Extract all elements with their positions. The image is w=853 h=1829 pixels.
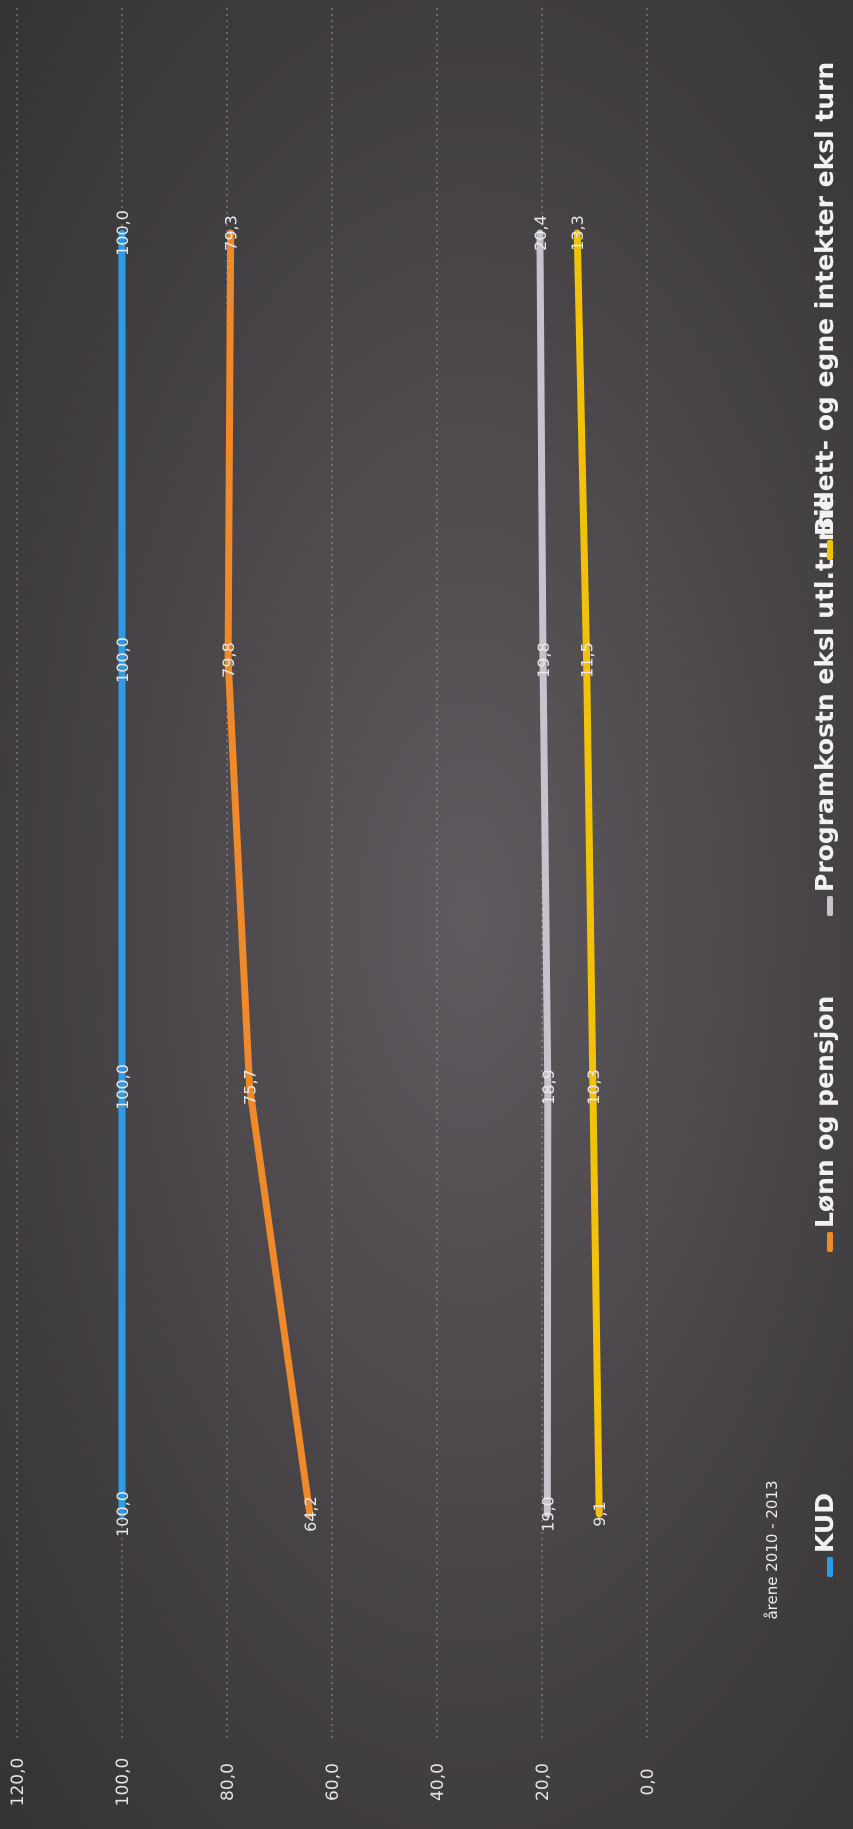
- y-tick-label: 120,0: [8, 1758, 28, 1807]
- data-label: 19,0: [538, 1496, 557, 1532]
- series-line: [536, 229, 552, 1518]
- legend-label: Lønn og pensjon: [810, 996, 839, 1228]
- y-axis-ticks: 0,0 20,0 40,0 60,0 80,0 100,0 120,0: [8, 1758, 658, 1807]
- data-label: 19,8: [534, 642, 553, 678]
- legend-label: KUD: [810, 1493, 839, 1553]
- y-tick-label: 40,0: [428, 1763, 448, 1801]
- data-label: 75,7: [241, 1069, 260, 1105]
- y-tick-label: 100,0: [113, 1758, 133, 1807]
- data-label: 18,9: [539, 1069, 558, 1105]
- series-line: [573, 229, 603, 1518]
- gridlines: [16, 8, 648, 1742]
- data-label: 9,1: [590, 1501, 609, 1526]
- data-label: 64,2: [301, 1496, 320, 1532]
- series-line: [224, 229, 314, 1518]
- legend: KUD Lønn og pensjon Programkostn eksl utl.…: [810, 62, 839, 1577]
- legend-label: Programkostn eksl utl.turne: [810, 494, 839, 892]
- x-axis-title: årene 2010 - 2013: [763, 1480, 781, 1619]
- data-label: 20,4: [531, 215, 550, 251]
- legend-swatch: [827, 896, 833, 916]
- y-tick-label: 0,0: [638, 1768, 658, 1795]
- x-axis: årene 2010 - 2013: [763, 1480, 781, 1619]
- data-label: 10,3: [584, 1069, 603, 1105]
- y-tick-label: 80,0: [218, 1763, 238, 1801]
- data-label: 11,5: [578, 642, 597, 678]
- data-label: 100,0: [113, 1064, 132, 1110]
- y-tick-label: 20,0: [533, 1763, 553, 1801]
- legend-swatch: [827, 1557, 833, 1577]
- data-labels: 100,0 100,0 100,0 100,0 64,2 75,7 79,8 79,3 19,0…: [113, 210, 609, 1537]
- data-label: 79,8: [219, 642, 238, 678]
- legend-swatch: [827, 540, 833, 560]
- data-label: 100,0: [113, 210, 132, 256]
- data-label: 79,3: [222, 215, 241, 251]
- data-label: 13,3: [568, 215, 587, 251]
- y-tick-label: 60,0: [323, 1763, 343, 1801]
- data-label: 100,0: [113, 1491, 132, 1537]
- legend-swatch: [827, 1232, 833, 1252]
- data-label: 100,0: [113, 637, 132, 683]
- legend-label: Billett- og egne intekter eksl turn: [810, 62, 839, 536]
- series-lines: [118, 229, 603, 1518]
